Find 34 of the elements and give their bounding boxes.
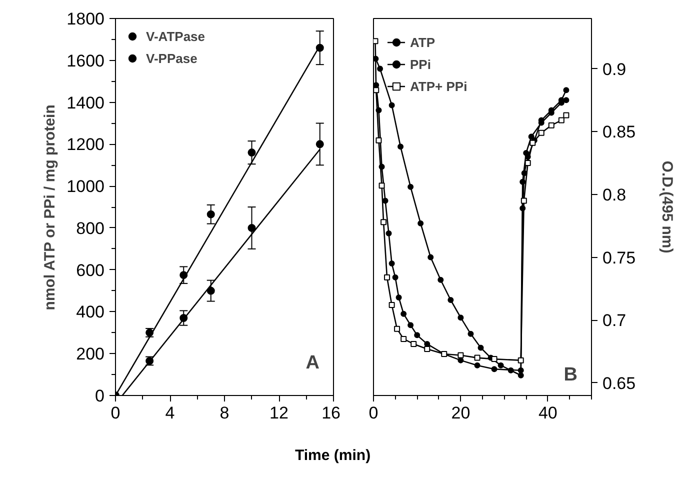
y-tick-label: 0.9 <box>602 60 626 79</box>
y-tick-label: 0 <box>95 386 105 406</box>
x-axis-title: Time (min) <box>295 446 371 466</box>
y-tick-label: 800 <box>76 218 105 238</box>
y-tick-label: 1400 <box>66 93 105 112</box>
y-tick-label: 0.85 <box>602 122 636 142</box>
y-tick-label: 1200 <box>66 135 105 154</box>
y-axis-title: nmol ATP or PPi / mg protein <box>42 104 59 310</box>
y-tick-label: 0.65 <box>602 374 636 393</box>
legend-label: V-ATPase <box>146 28 206 44</box>
y-tick-label: 200 <box>76 344 105 364</box>
annotation: B <box>564 364 578 386</box>
x-tick-label: 16 <box>322 404 341 422</box>
x-tick-label: 0 <box>110 404 120 422</box>
y-tick-label: 600 <box>76 260 105 280</box>
y-tick-label: 400 <box>76 302 105 322</box>
y-tick-label: 1600 <box>66 51 105 70</box>
x-tick-label: 4 <box>165 404 175 422</box>
y-tick-label: 0.8 <box>602 185 626 204</box>
legend-label: ATP+ PPi <box>410 78 468 94</box>
y-axis-title: O.D.(495 nm) <box>658 160 676 254</box>
x-tick-label: 8 <box>220 404 230 422</box>
x-tick-label: 12 <box>270 404 288 422</box>
x-tick-label: 20 <box>451 404 470 422</box>
legend-label: ATP <box>410 34 436 50</box>
y-tick-label: 0.7 <box>602 311 626 330</box>
y-tick-label: 1000 <box>66 177 105 196</box>
y-tick-label: 1800 <box>66 10 105 28</box>
annotation: A <box>306 352 320 374</box>
legend-label: PPi <box>410 56 431 72</box>
y-tick-label: 0.75 <box>602 248 636 268</box>
x-tick-label: 0 <box>368 404 378 422</box>
legend-label: V-PPase <box>146 50 198 66</box>
x-tick-label: 40 <box>538 404 558 422</box>
